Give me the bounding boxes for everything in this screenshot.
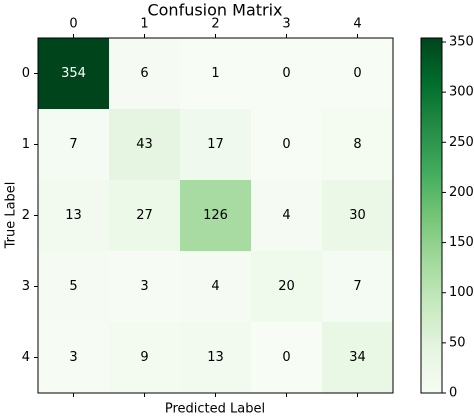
heatmap-cell xyxy=(109,180,181,252)
colorbar-tick-label: 100 xyxy=(449,285,474,300)
cell-label: 27 xyxy=(136,208,153,223)
cell-label: 4 xyxy=(282,208,290,223)
x-axis-label: Predicted Label xyxy=(165,402,265,417)
colorbar-tick-label: 300 xyxy=(449,85,474,100)
heatmap-cell xyxy=(180,109,252,181)
heatmap-cell xyxy=(38,251,110,323)
cell-label: 354 xyxy=(61,66,86,81)
cell-label: 4 xyxy=(211,279,219,294)
x-tick-label: 3 xyxy=(282,17,290,32)
x-tick-label: 0 xyxy=(69,17,77,32)
cell-label: 3 xyxy=(69,350,77,365)
heatmap-cell xyxy=(322,38,394,110)
cell-label: 7 xyxy=(353,279,361,294)
colorbar-tick-label: 250 xyxy=(449,135,474,150)
y-tick-label: 1 xyxy=(22,137,30,152)
cell-label: 9 xyxy=(140,350,148,365)
colorbar-tick-label: 150 xyxy=(449,235,474,250)
heatmap-cell xyxy=(180,38,252,110)
heatmap-cell xyxy=(322,251,394,323)
cell-label: 34 xyxy=(349,350,366,365)
y-tick-label: 0 xyxy=(22,66,30,81)
cell-label: 13 xyxy=(207,350,224,365)
heatmap-cell xyxy=(38,38,110,110)
y-axis-label: True Label xyxy=(4,182,19,250)
heatmap-cell xyxy=(180,251,252,323)
heatmap-cell xyxy=(251,38,323,110)
heatmap-cell xyxy=(322,109,394,181)
heatmap-cell xyxy=(109,322,181,394)
heatmap-cell xyxy=(322,322,394,394)
heatmap-cell xyxy=(322,180,394,252)
cell-label: 43 xyxy=(136,137,153,152)
cell-label: 30 xyxy=(349,208,366,223)
cell-label: 0 xyxy=(282,66,290,81)
heatmap-cell xyxy=(251,109,323,181)
cell-label: 6 xyxy=(140,66,148,81)
cell-label: 8 xyxy=(353,137,361,152)
heatmap-cell xyxy=(251,251,323,323)
heatmap-cell xyxy=(38,109,110,181)
cell-label: 0 xyxy=(282,137,290,152)
heatmap-cell xyxy=(109,109,181,181)
cell-label: 5 xyxy=(69,279,77,294)
cell-label: 1 xyxy=(211,66,219,81)
colorbar-tick-label: 0 xyxy=(449,386,457,401)
heatmap-cell xyxy=(109,38,181,110)
heatmap-cell xyxy=(38,180,110,252)
cell-label: 13 xyxy=(65,208,82,223)
cell-label: 7 xyxy=(69,137,77,152)
x-tick-label: 2 xyxy=(211,17,219,32)
heatmap-cell xyxy=(109,251,181,323)
colorbar xyxy=(420,37,443,394)
y-tick-label: 2 xyxy=(22,208,30,223)
colorbar-tick-label: 50 xyxy=(449,335,466,350)
chart-title: Confusion Matrix xyxy=(147,1,282,20)
heatmap-cell xyxy=(251,322,323,394)
colorbar-tick-label: 350 xyxy=(449,35,474,50)
cell-label: 126 xyxy=(203,208,228,223)
heatmap-cell xyxy=(180,322,252,394)
cell-label: 17 xyxy=(207,137,224,152)
cell-label: 0 xyxy=(353,66,361,81)
cell-label: 20 xyxy=(278,279,295,294)
cell-label: 0 xyxy=(282,350,290,365)
y-tick-label: 4 xyxy=(22,350,30,365)
heatmap-cell xyxy=(251,180,323,252)
colorbar-tick-label: 200 xyxy=(449,185,474,200)
y-tick-label: 3 xyxy=(22,279,30,294)
heatmap-cell xyxy=(180,180,252,252)
x-tick-label: 1 xyxy=(140,17,148,32)
cell-label: 3 xyxy=(140,279,148,294)
heatmap-cell xyxy=(38,322,110,394)
x-tick-label: 4 xyxy=(353,17,361,32)
